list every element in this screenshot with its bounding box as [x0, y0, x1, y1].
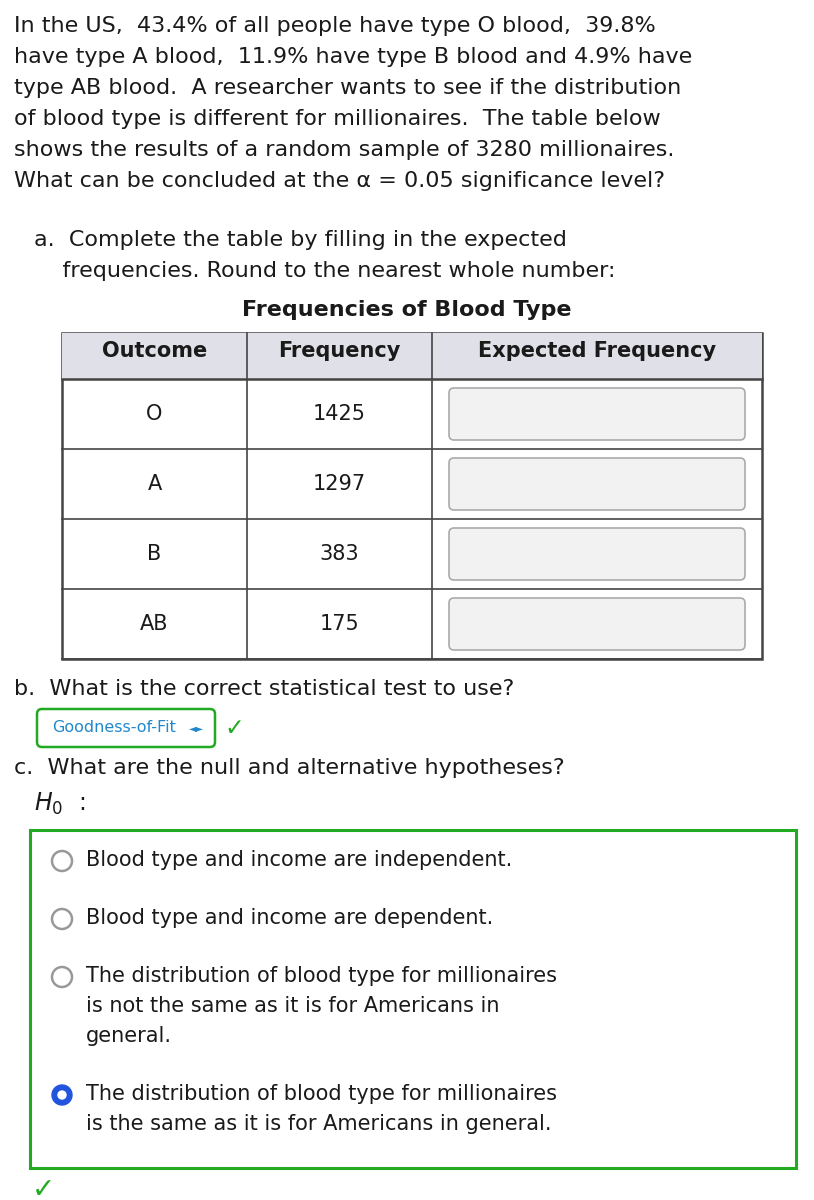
Text: Blood type and income are independent.: Blood type and income are independent.: [86, 850, 512, 870]
Text: type AB blood.  A researcher wants to see if the distribution: type AB blood. A researcher wants to see…: [14, 78, 681, 98]
Text: Frequency: Frequency: [278, 341, 400, 361]
Text: A: A: [147, 474, 162, 494]
Text: B: B: [147, 544, 162, 564]
Text: In the US,  43.4% of all people have type O blood,  39.8%: In the US, 43.4% of all people have type…: [14, 16, 656, 36]
FancyBboxPatch shape: [449, 458, 745, 510]
Text: Expected Frequency: Expected Frequency: [478, 341, 716, 361]
Text: general.: general.: [86, 1026, 172, 1046]
Text: Goodness-of-Fit: Goodness-of-Fit: [52, 720, 176, 736]
FancyBboxPatch shape: [449, 528, 745, 580]
Text: 383: 383: [320, 544, 359, 564]
Text: $H_0$  :: $H_0$ :: [34, 791, 85, 817]
Text: have type A blood,  11.9% have type B blood and 4.9% have: have type A blood, 11.9% have type B blo…: [14, 47, 692, 67]
Text: b.  What is the correct statistical test to use?: b. What is the correct statistical test …: [14, 679, 514, 698]
Text: shows the results of a random sample of 3280 millionaires.: shows the results of a random sample of …: [14, 140, 674, 160]
Text: 175: 175: [320, 614, 359, 634]
Text: is not the same as it is for Americans in: is not the same as it is for Americans i…: [86, 996, 500, 1016]
Text: ✓: ✓: [224, 716, 243, 740]
Text: The distribution of blood type for millionaires: The distribution of blood type for milli…: [86, 966, 557, 986]
Text: AB: AB: [140, 614, 168, 634]
Text: O: O: [147, 404, 163, 424]
Bar: [30, 830, 796, 1168]
Text: The distribution of blood type for millionaires: The distribution of blood type for milli…: [86, 1084, 557, 1104]
Bar: [62, 332, 762, 379]
Circle shape: [58, 1091, 66, 1099]
FancyBboxPatch shape: [449, 388, 745, 440]
FancyBboxPatch shape: [449, 598, 745, 650]
Bar: [62, 332, 762, 659]
FancyBboxPatch shape: [37, 709, 215, 746]
Text: Outcome: Outcome: [102, 341, 207, 361]
Text: a.  Complete the table by filling in the expected: a. Complete the table by filling in the …: [34, 230, 567, 250]
Text: What can be concluded at the α = 0.05 significance level?: What can be concluded at the α = 0.05 si…: [14, 170, 665, 191]
Text: c.  What are the null and alternative hypotheses?: c. What are the null and alternative hyp…: [14, 758, 565, 778]
Text: ✓: ✓: [32, 1176, 55, 1200]
Text: ◄►: ◄►: [189, 722, 204, 733]
Text: is the same as it is for Americans in general.: is the same as it is for Americans in ge…: [86, 1114, 552, 1134]
Text: Frequencies of Blood Type: Frequencies of Blood Type: [243, 300, 571, 320]
Text: Blood type and income are dependent.: Blood type and income are dependent.: [86, 908, 493, 928]
Text: 1297: 1297: [313, 474, 366, 494]
Text: of blood type is different for millionaires.  The table below: of blood type is different for millionai…: [14, 109, 661, 128]
Text: 1425: 1425: [313, 404, 366, 424]
Text: frequencies. Round to the nearest whole number:: frequencies. Round to the nearest whole …: [34, 260, 615, 281]
Circle shape: [52, 1085, 72, 1105]
